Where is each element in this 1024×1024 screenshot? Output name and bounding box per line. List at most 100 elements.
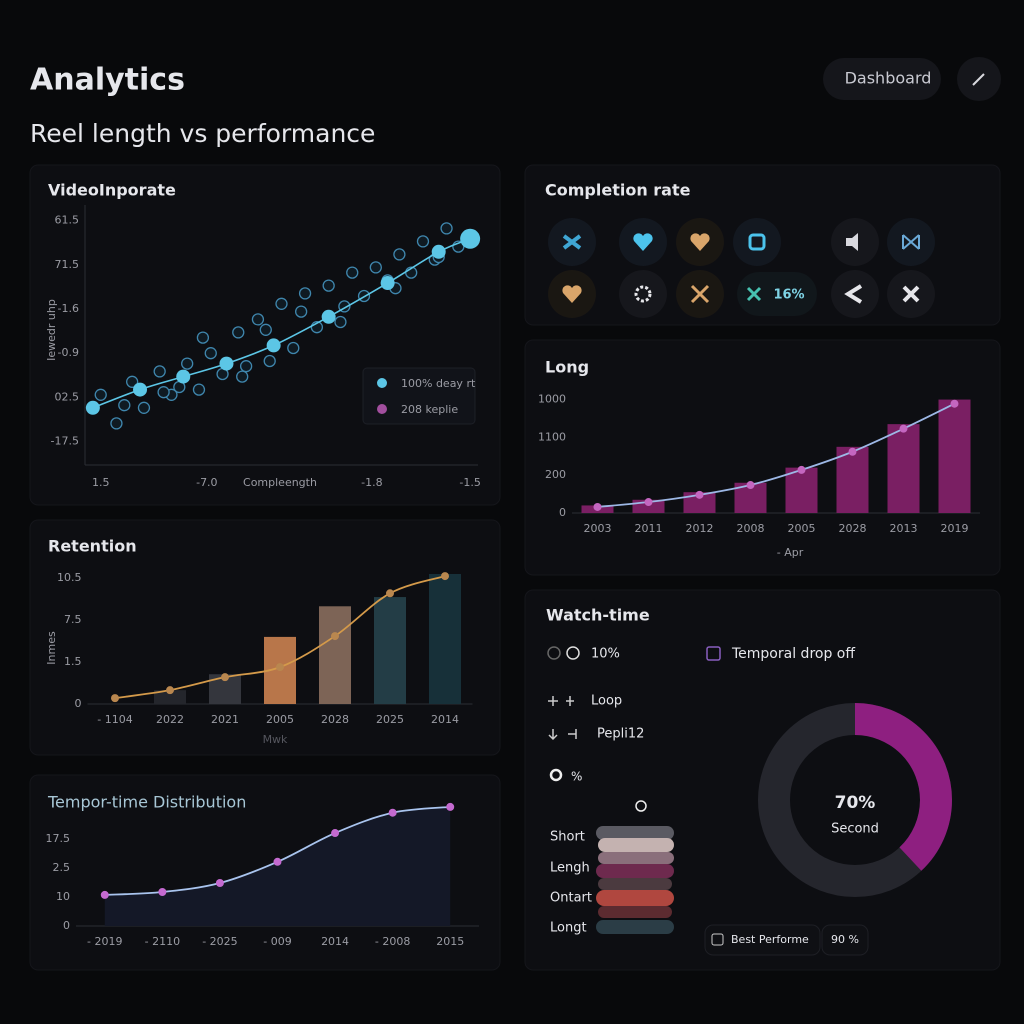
x-tick-label: - 2008: [375, 935, 410, 948]
marker: [221, 673, 229, 682]
bar: [429, 574, 461, 704]
marker: [446, 802, 455, 811]
icon-grid: [548, 218, 935, 318]
marker: [695, 490, 704, 499]
icon[interactable]: [733, 218, 781, 266]
x-tick-label: - 009: [263, 935, 291, 948]
chart-title: Long: [545, 358, 589, 377]
scatter-point: [369, 261, 382, 274]
long-panel: [524, 339, 1001, 576]
scatter-point: [251, 313, 265, 326]
bar: [683, 492, 716, 513]
footer-badge: [821, 924, 869, 956]
bar: [154, 690, 186, 704]
page-subtitle: Reel length vs performance: [30, 119, 375, 148]
scatter-point: [275, 297, 288, 310]
x-tick-label: 2005: [266, 713, 294, 726]
scatter-point: [196, 331, 210, 344]
bar: [374, 597, 406, 704]
stacked-blobs: [596, 826, 674, 934]
icon[interactable]: [619, 270, 667, 318]
icon-glyph: [844, 284, 863, 304]
x-tick-label: - 1104: [97, 713, 132, 726]
x-tick-label: -1.5: [459, 476, 480, 489]
badge-label: 16%: [773, 288, 804, 303]
legend-swatch: [377, 378, 387, 388]
x-tick-label: 2003: [584, 522, 612, 535]
y-tick-label: 10: [56, 890, 70, 903]
chart-title: Retention: [48, 537, 137, 556]
x-tick-label: 2013: [890, 522, 918, 535]
scatter-point: [153, 365, 166, 378]
scatter-point: [192, 383, 206, 396]
x-axis-label: Compleength: [243, 476, 317, 489]
icon[interactable]: [831, 270, 879, 318]
x-tick-label: 2028: [839, 522, 867, 535]
scatter-point: [126, 375, 139, 388]
x-tick-label: - 2025: [202, 935, 237, 948]
legend-label: 100% deay rt: [401, 377, 476, 390]
blob: [596, 890, 674, 906]
y-tick-label: 0: [559, 506, 566, 519]
y-tick-label: 02.5: [55, 390, 80, 403]
marker: [158, 888, 167, 897]
trend-point: [85, 400, 100, 415]
x-axis-label: Mwk: [263, 733, 288, 746]
icon-glyph: [562, 285, 582, 303]
y-tick-label: 1000: [538, 393, 566, 406]
scatter-point: [298, 287, 312, 300]
x-tick-label: 2014: [431, 713, 459, 726]
checkbox[interactable]: [706, 646, 721, 661]
trend-point: [133, 382, 148, 397]
scatter-point: [259, 323, 272, 336]
line: [597, 402, 955, 508]
scatter-point: [157, 386, 170, 399]
icon-glyph: [846, 233, 858, 251]
y-tick-label: 10.5: [57, 571, 82, 584]
scatter-point: [236, 370, 249, 383]
bar: [836, 446, 869, 513]
y-tick-label: 61.5: [55, 214, 80, 227]
marker: [899, 424, 908, 433]
footer-label: Best Performe: [731, 933, 809, 946]
icon-glyph: [746, 286, 762, 302]
icon-glyph: [633, 233, 653, 251]
chart-title: Tempor-time Distribution: [47, 793, 246, 812]
x-tick-label: 2019: [941, 522, 969, 535]
marker: [388, 808, 397, 817]
trend-point: [431, 244, 446, 259]
y-tick-label: 2.5: [53, 861, 71, 874]
marker: [111, 694, 119, 703]
donut-center: 70%: [835, 793, 876, 813]
trend-point: [266, 338, 281, 353]
x-tick-label: 2011: [635, 522, 663, 535]
y-tick-label: 1.5: [64, 655, 82, 668]
panel-title: Watch-time: [546, 606, 650, 625]
icon-glyph: [690, 284, 710, 304]
y-tick-label: 0: [75, 697, 82, 710]
icon-glyph: [902, 285, 920, 303]
y-axis-label: Iewedr uhp: [45, 299, 58, 361]
x-tick-label: 2015: [436, 935, 464, 948]
legend-box: [362, 367, 476, 425]
y-axis-label: Inmes: [45, 631, 58, 665]
badge[interactable]: [737, 272, 817, 316]
icon: [548, 729, 577, 741]
dashboard-button-label: Dashboard: [845, 69, 932, 88]
marker: [950, 399, 959, 408]
x-tick-label: 2005: [788, 522, 816, 535]
area-fill: [104, 806, 451, 926]
scatter-point: [118, 399, 131, 412]
item: Pepli12: [597, 727, 644, 742]
legend-label: Lengh: [550, 861, 590, 876]
footer-badge-label: 90 %: [831, 933, 859, 946]
marker: [100, 890, 109, 899]
x-tick-label: 1.5: [92, 476, 110, 489]
checkbox[interactable]: [711, 933, 724, 946]
footer-pill[interactable]: [704, 924, 821, 956]
dashboard-button[interactable]: [823, 58, 941, 100]
scatter-point: [440, 222, 453, 235]
scatter-point: [181, 357, 194, 370]
page-title: Analytics: [30, 63, 185, 98]
marker: [644, 498, 653, 507]
